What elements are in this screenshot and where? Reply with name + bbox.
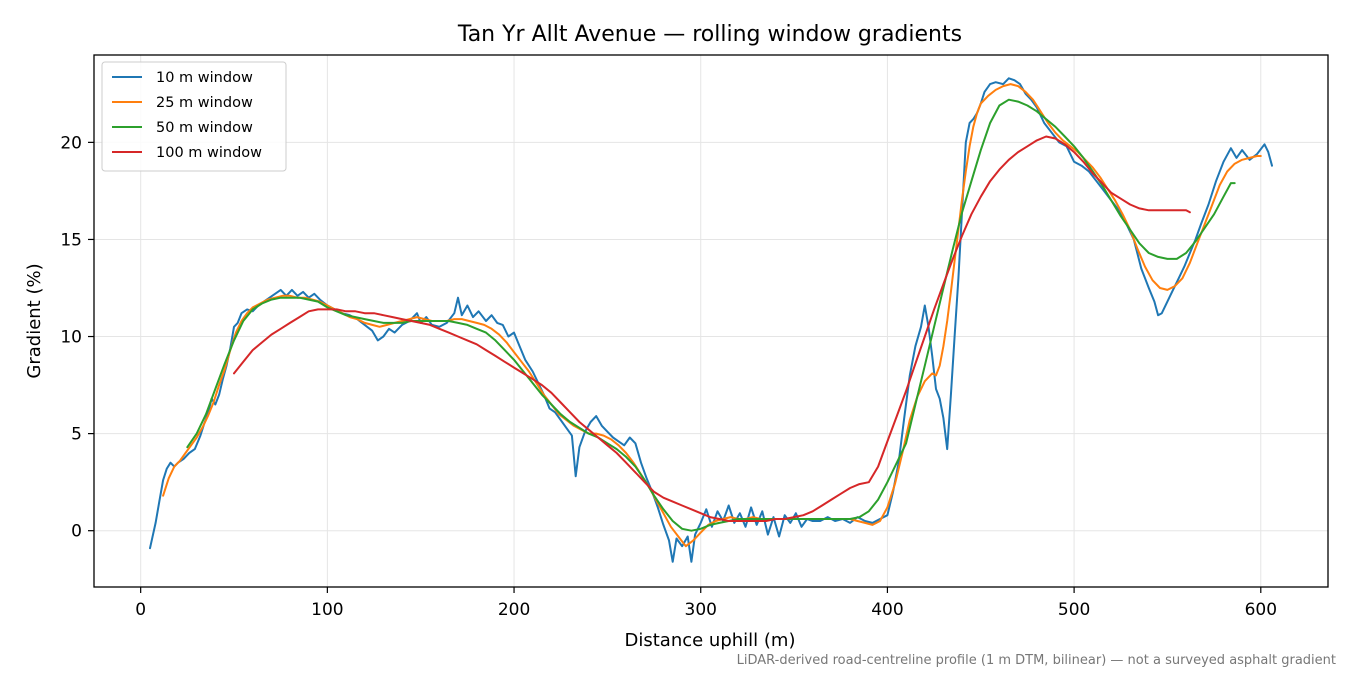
grid — [94, 55, 1328, 587]
series-line-100-m-window — [233, 135, 1191, 522]
legend-entries: 10 m window 25 m window 50 m window 100 m w… — [112, 70, 262, 161]
x-tick-label: 400 — [871, 600, 903, 620]
series-line-50-m-window — [186, 98, 1236, 532]
legend: 10 m window 25 m window 50 m window 100 m w… — [101, 61, 287, 172]
x-tick-label: 200 — [498, 600, 530, 620]
chart-title: Tan Yr Allt Avenue — rolling window grad… — [457, 22, 962, 47]
x-tick-label: 500 — [1058, 600, 1090, 620]
legend-label: 10 m window — [156, 70, 253, 86]
series-lines — [149, 77, 1273, 563]
y-tick-label: 10 — [60, 328, 82, 348]
legend-label: 100 m window — [156, 145, 262, 161]
x-tick-label: 100 — [311, 600, 343, 620]
footnote: LiDAR-derived road-centreline profile (1… — [737, 653, 1336, 668]
y-tick-label: 5 — [71, 425, 82, 445]
y-axis-label: Gradient (%) — [24, 263, 45, 378]
axis-ticks: 0 100 200 300 400 500 600 0 5 10 15 20 — [60, 133, 1277, 620]
plot-frame — [93, 54, 1329, 588]
legend-label: 25 m window — [156, 95, 253, 111]
y-tick-label: 20 — [60, 133, 82, 153]
legend-label: 50 m window — [156, 120, 253, 136]
x-axis-label: Distance uphill (m) — [625, 630, 796, 651]
x-tick-label: 0 — [135, 600, 146, 620]
y-tick-label: 0 — [71, 522, 82, 542]
x-tick-label: 600 — [1245, 600, 1277, 620]
legend-box — [101, 61, 287, 172]
x-tick-label: 300 — [685, 600, 717, 620]
y-tick-label: 15 — [60, 230, 82, 250]
